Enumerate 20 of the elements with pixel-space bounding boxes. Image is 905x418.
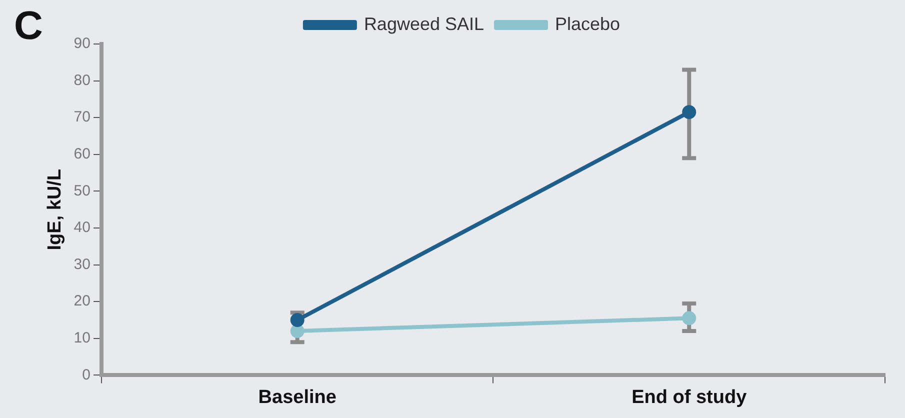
y-tick-label: 50 [74,182,90,200]
legend-label: Placebo [555,14,620,34]
x-tick-label: Baseline [258,386,336,408]
y-tick-label: 20 [74,292,90,310]
y-tick-label: 80 [74,72,90,89]
y-tick-label: 0 [82,366,90,384]
y-tick-label: 60 [74,146,90,163]
point [682,311,696,326]
y-tick-label: 90 [74,35,90,52]
y-tick-label: 40 [74,219,90,236]
y-axis-title: IgE, kU/L [44,168,66,250]
x-tick-label: End of study [632,386,748,408]
y-tick-label: 70 [74,108,90,126]
point [290,313,304,327]
point [290,324,304,338]
y-tick-label: 30 [74,256,90,273]
legend-label: Ragweed SAIL [364,14,484,34]
point [682,105,696,120]
y-tick-label: 10 [74,330,90,347]
text: C [14,4,43,49]
